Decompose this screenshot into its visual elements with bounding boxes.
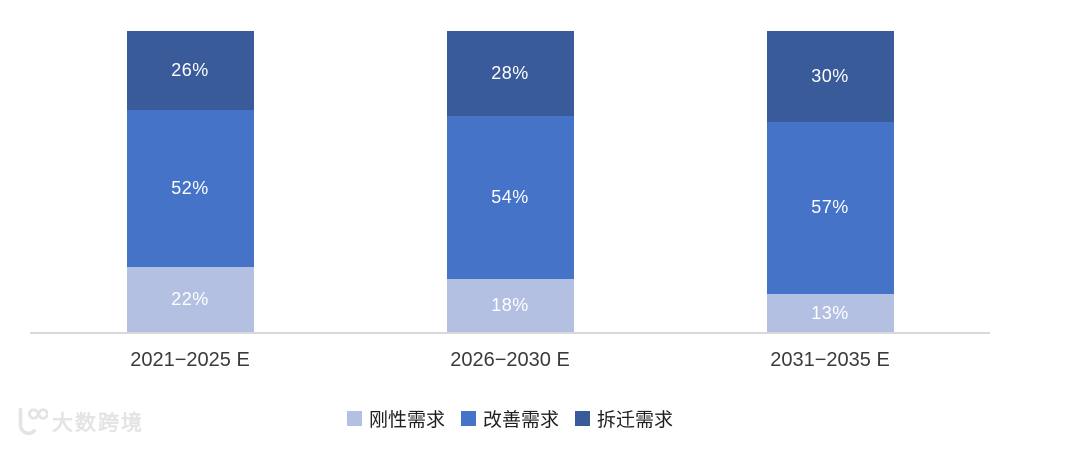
legend-label: 刚性需求 [368,410,445,431]
bar-column: 26% 52% 22% [30,31,350,333]
bar-segment-刚性需求: 13% [766,293,894,333]
legend-swatch-icon [575,411,590,426]
category-label: 2021−2025 E [130,349,250,371]
plot-area: 26% 52% 22% 28% 54% 18% 30% 57% 13% [30,31,990,333]
legend-item: 刚性需求 [346,405,445,432]
bar-value-label: 57% [811,197,849,218]
bar-segment-拆迁需求: 28% [446,31,574,116]
x-axis-labels: 2021−2025 E 2026−2030 E 2031−2035 E [30,349,990,372]
bar-segment-刚性需求: 18% [446,278,574,333]
stacked-bar: 30% 57% 13% [766,31,894,333]
category-label: 2031−2035 E [770,349,890,371]
legend-item: 改善需求 [460,405,559,432]
bar-value-label: 54% [491,186,529,207]
bar-column: 28% 54% 18% [350,31,670,333]
bar-value-label: 28% [491,62,529,83]
bar-value-label: 52% [171,177,209,198]
bar-value-label: 22% [171,289,209,310]
bar-column: 30% 57% 13% [670,31,990,333]
legend-swatch-icon [346,411,362,426]
bar-segment-改善需求: 57% [766,121,894,294]
stacked-bar: 26% 52% 22% [126,31,254,333]
legend-label: 拆迁需求 [597,410,674,431]
bar-value-label: 26% [171,59,209,80]
legend-item: 拆迁需求 [575,405,673,432]
watermark-brand-text: 大数跨境 [52,412,144,435]
bar-value-label: 30% [811,65,849,86]
bar-segment-拆迁需求: 30% [766,31,894,122]
bar-segment-拆迁需求: 26% [126,31,254,110]
category-label: 2026−2030 E [450,349,570,371]
bar-segment-改善需求: 52% [126,109,254,267]
stacked-bar: 28% 54% 18% [446,31,574,333]
bar-value-label: 18% [491,295,529,316]
watermark: 大数跨境 [10,406,144,438]
legend-swatch-icon [460,411,476,426]
x-axis-line [30,332,990,334]
bar-segment-刚性需求: 22% [126,266,254,333]
legend-label: 改善需求 [482,410,559,431]
chart-legend: 刚性需求 改善需求 拆迁需求 [30,405,990,432]
bar-segment-改善需求: 54% [446,115,574,279]
watermark-logo-icon [10,406,48,438]
bar-value-label: 13% [811,302,849,323]
